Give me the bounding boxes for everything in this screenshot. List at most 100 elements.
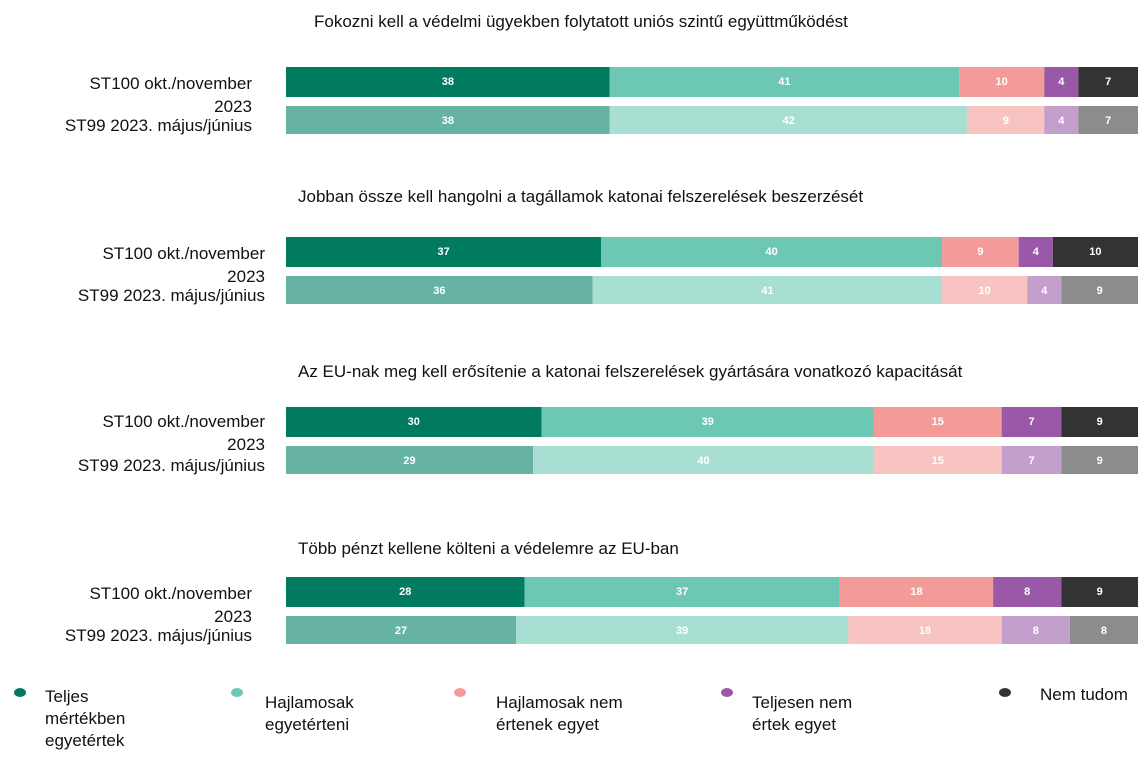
bar-segment [601,237,943,267]
legend-marker [721,688,733,697]
value-label: 9 [1003,115,1009,127]
value-label: 29 [403,455,415,467]
category-label: ST99 2023. május/június [77,286,265,305]
value-label: 7 [1028,455,1034,467]
bar-segment [609,106,968,134]
legend-marker [999,688,1011,697]
category-label: ST100 okt./november 2023 [89,74,252,116]
legend-label: Teljesen nem értek egyet [752,693,853,734]
bar-segment [286,67,610,97]
bar-segment [1027,276,1062,304]
value-label: 4 [1058,115,1065,127]
value-label: 7 [1105,76,1111,88]
bar-segment [993,577,1062,607]
value-label: 9 [1097,285,1103,297]
panel-title: Jobban össze kell hangolni a tagállamok … [298,187,864,206]
value-label: 9 [977,246,983,258]
bar-segment [1078,106,1138,134]
bar-segment [1044,106,1079,134]
value-label: 15 [932,455,944,467]
category-label: ST99 2023. május/június [64,626,252,645]
bar-segment [942,276,1028,304]
category-label: ST100 okt./november 2023 [89,584,252,626]
bar-segment [873,407,1002,437]
bar-segment [848,616,1002,644]
bar-segment [286,446,534,474]
value-label: 4 [1058,76,1065,88]
bar-segment [286,577,525,607]
legend-label: Hajlamosak egyetérteni [265,693,354,734]
value-label: 38 [442,115,454,127]
bar-segment [1044,67,1079,97]
bar-segment [533,446,874,474]
bar-segment [1069,616,1138,644]
bar-segment [1018,237,1053,267]
bar-segment [1001,616,1070,644]
value-label: 37 [676,586,688,598]
legend-marker [454,688,466,697]
bar-segment [286,237,602,267]
value-label: 8 [1101,625,1107,637]
category-label: ST100 okt./november 2023 [102,244,265,286]
bar-segment [873,446,1002,474]
legend-marker [231,688,243,697]
value-label: 4 [1033,246,1040,258]
value-label: 39 [676,625,688,637]
bar-segment [524,577,840,607]
bar-segment [839,577,994,607]
bar-segment [942,237,1019,267]
bar-segment [1061,446,1138,474]
value-label: 42 [783,115,795,127]
bar-segment [1052,237,1138,267]
bar-segment [541,407,874,437]
legend-label: Teljes mértékben egyetértek [45,687,126,750]
value-label: 39 [702,416,714,428]
value-label: 38 [442,76,454,88]
value-label: 18 [910,586,922,598]
value-label: 10 [996,76,1008,88]
panel-title: Az EU-nak meg kell erősítenie a katonai … [298,362,963,381]
value-label: 15 [932,416,944,428]
value-label: 41 [761,285,773,297]
value-label: 18 [919,625,931,637]
value-label: 40 [766,246,778,258]
category-label: ST99 2023. május/június [64,116,252,135]
value-label: 9 [1097,455,1103,467]
value-label: 41 [778,76,790,88]
bar-segment [286,407,542,437]
value-label: 40 [697,455,709,467]
value-label: 27 [395,625,407,637]
value-label: 10 [979,285,991,297]
bar-segment [1078,67,1138,97]
bar-segment [959,67,1045,97]
value-label: 4 [1041,285,1048,297]
bar-segment [286,616,517,644]
value-label: 28 [399,586,411,598]
value-label: 30 [408,416,420,428]
value-label: 8 [1024,586,1030,598]
category-label: ST99 2023. május/június [77,456,265,475]
bar-segment [592,276,943,304]
bar-segment [1001,407,1062,437]
value-label: 8 [1033,625,1039,637]
legend-marker [14,688,26,697]
value-label: 9 [1097,416,1103,428]
bar-segment [1061,276,1138,304]
bar-segment [1001,446,1062,474]
value-label: 7 [1028,416,1034,428]
bar-segment [1061,577,1138,607]
value-label: 9 [1097,586,1103,598]
panel-title: Fokozni kell a védelmi ügyekben folytato… [314,12,848,31]
value-label: 37 [437,246,449,258]
value-label: 36 [433,285,445,297]
value-label: 10 [1089,246,1101,258]
bar-segment [516,616,849,644]
bar-segment [609,67,960,97]
category-label: ST100 okt./november 2023 [102,412,265,454]
value-label: 7 [1105,115,1111,127]
panel-title: Több pénzt kellene költeni a védelemre a… [298,539,679,558]
bar-segment [286,106,610,134]
legend-label: Nem tudom [1040,685,1128,704]
